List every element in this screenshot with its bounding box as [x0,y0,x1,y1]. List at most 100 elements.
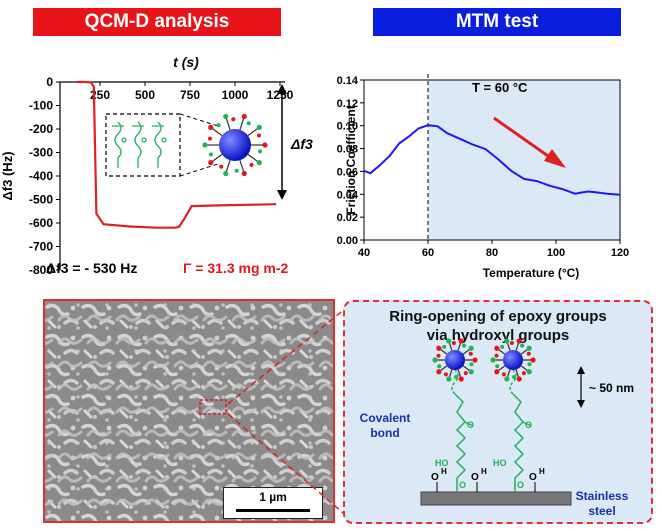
size-label: ~ 50 nm [589,381,634,395]
ligand-end [495,364,500,369]
mtm-shaded-region [428,80,620,240]
ligand-end [500,344,505,349]
ligand-end [256,160,262,166]
mtm-series-line [363,124,621,196]
ligand-end [458,338,464,344]
qcm-y-ticks: 0 -100 -200 -300 -400 -500 -600 -700 -800 [29,75,60,277]
ligand-end [234,168,239,173]
ligand-end [208,124,214,130]
ligand-end [458,376,464,382]
qcm-y-tick-label: 0 [46,75,53,89]
scale-bar-label: 1 µm [259,490,287,504]
ligand-end [516,338,522,344]
ligand-end [520,343,525,348]
ligand-end [468,345,474,351]
mtm-y-tick-label: 0.14 [337,75,359,87]
svg-text:H: H [441,467,447,476]
ligand-end [436,345,442,351]
qcm-inset-connector [179,113,219,127]
mtm-x-tick-label: 80 [486,247,498,259]
mtm-y-tick-label: 0.02 [337,212,358,224]
ligand-end [249,162,254,167]
mtm-y-label: Friction Coefficient [344,105,358,214]
mtm-x-tick-label: 40 [358,247,370,259]
ligand-end [257,149,262,154]
mtm-y-tick-label: 0.08 [337,144,358,156]
qcm-result-df: Δf3 = - 530 Hz [46,260,137,276]
ligand-end [209,152,214,157]
nanoparticle-icon [490,338,536,382]
steel-plate [420,491,572,506]
mtm-y-tick-label: 0.00 [337,235,358,247]
schema-diagram: Stainless steel Covalent bond OH OH OH H… [360,338,634,518]
svg-text:O: O [431,472,439,483]
svg-text:H: H [539,467,545,476]
qcm-y-tick-label: -200 [29,122,53,136]
ligand-end [208,136,213,141]
ligand-end [490,357,496,363]
ligand-end [468,369,474,375]
mtm-y-tick-label: 0.06 [337,166,358,178]
ligand-end [446,376,452,382]
ho-label-left: HO [435,458,449,468]
schema-title-line1: Ring-opening of epoxy groups [389,308,607,325]
svg-text:O: O [467,420,474,430]
ligand-end [451,341,456,346]
svg-text:O: O [471,472,479,483]
ligand-end [231,117,236,122]
ligand-end [494,369,500,375]
qcm-inset-box [105,113,181,177]
mtm-x-tick-label: 120 [611,247,629,259]
ligand-end [521,371,526,376]
ligand-end [241,113,247,120]
size-arrowhead-top [577,366,585,374]
ligand-end [501,372,506,377]
mtm-x-label: Temperature (°C) [483,266,580,280]
ligand-end [223,170,229,177]
ligand-end [468,351,473,356]
qcm-y-tick-label: -400 [29,169,53,183]
grafted-chain-right: HO O O [493,369,532,492]
qcm-y-tick-label: -800 [29,263,53,277]
mtm-banner-title: MTM test [455,11,539,32]
ligand-end [494,345,500,351]
ligand-end [530,357,536,363]
mtm-x-tick-label: 100 [547,247,565,259]
scale-bar-line [236,509,310,512]
qcm-delta-label: Δf3 [290,136,313,152]
ligand-end [246,121,251,126]
mtm-y-tick-label: 0.10 [337,121,358,133]
qcm-y-tick-label: -700 [29,240,53,254]
sem-zoom-box [199,399,227,415]
ligand-end [509,341,514,346]
ligand-end [469,362,474,367]
qcm-x-label: t (s) [173,54,199,70]
ligand-end [241,170,247,177]
ligand-end [454,374,459,379]
ligand-end [256,124,262,130]
qcm-x-ticks: 250 500 750 1000 1250 [90,82,294,102]
size-arrowhead-bottom [577,400,585,408]
qcm-delta-arrowhead-top [277,84,287,94]
schema-panel: Ring-opening of epoxy groups via hydroxy… [343,300,653,524]
qcm-result-gamma: Γ = 31.3 mg m-2 [183,260,289,276]
ligand-end [526,369,532,375]
mtm-y-tick-label: 0.04 [337,189,359,201]
ligand-end [472,357,478,363]
svg-text:O: O [459,480,466,490]
svg-text:O: O [525,420,532,430]
qcm-series-line [77,80,277,229]
mtm-x-ticks: 40 60 80 100 120 [358,240,629,259]
qcm-inset-brush-icon [112,121,167,168]
np-core [503,350,523,370]
ligand-end [463,371,468,376]
nanoparticle-icon [202,113,268,177]
mtm-banner: MTM test [373,8,621,36]
steel-label-1: Stainless [576,489,629,503]
ligand-end [432,357,438,363]
ligand-end [219,164,224,169]
ligand-end [527,362,532,367]
ligand-end [443,372,448,377]
qcm-banner-title: QCM-D analysis [84,11,230,32]
qcm-banner: QCM-D analysis [33,8,281,36]
